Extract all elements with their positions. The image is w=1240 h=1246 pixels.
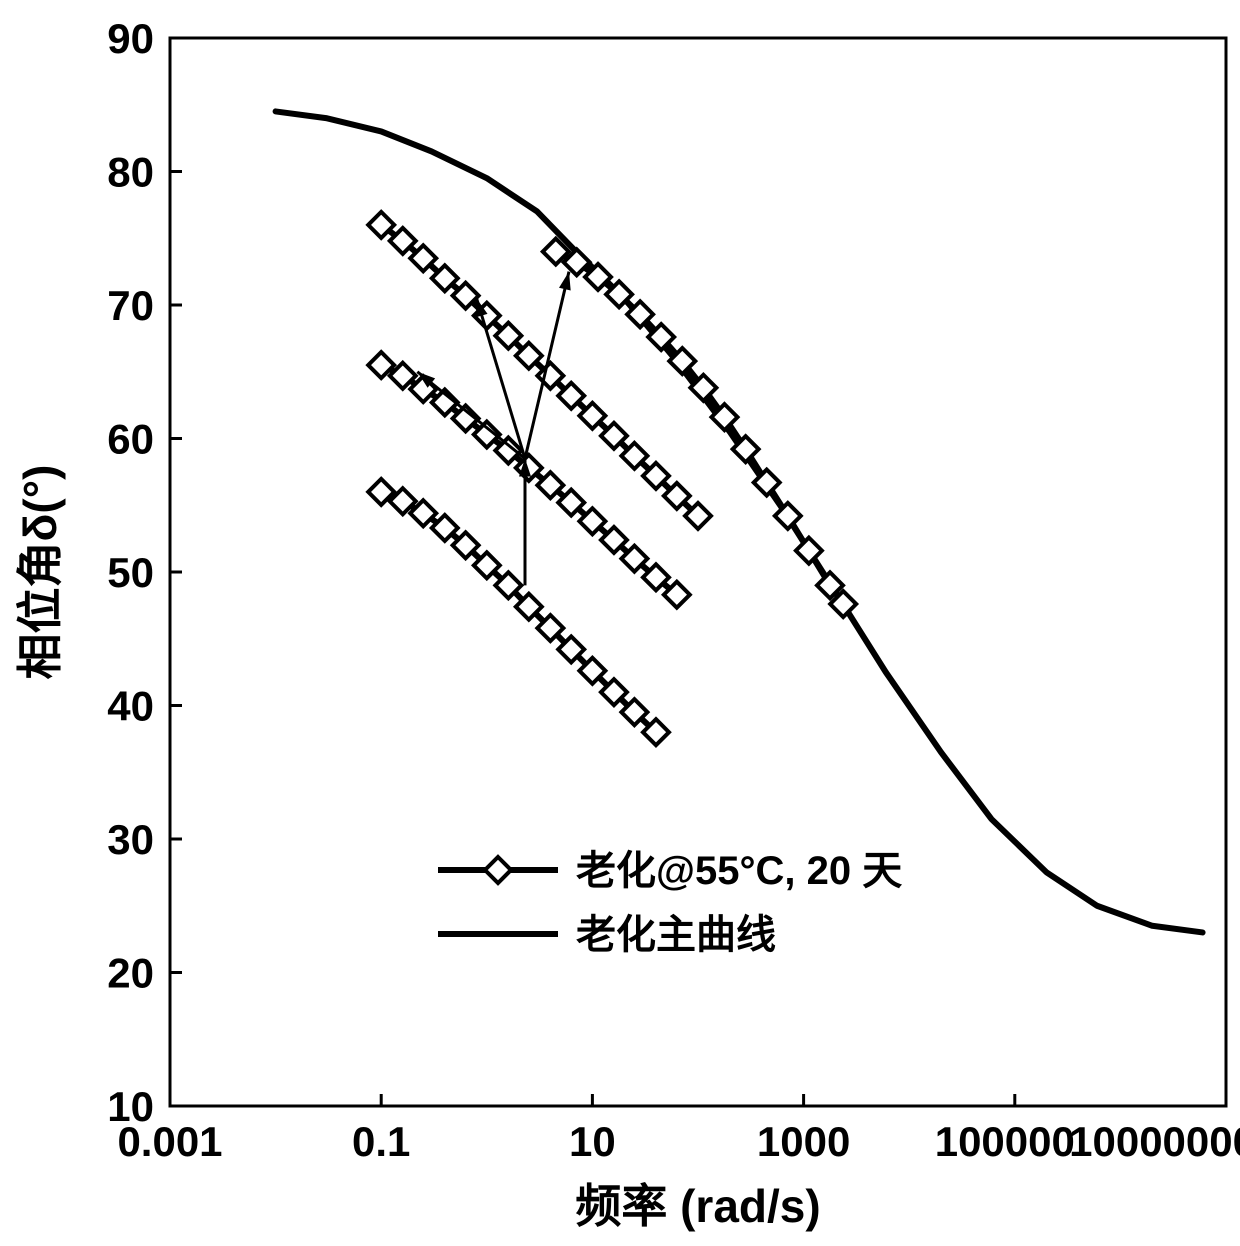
y-tick-label: 70 [107, 282, 154, 329]
y-tick-label: 40 [107, 683, 154, 730]
y-tick-label: 90 [107, 15, 154, 62]
y-tick-label: 20 [107, 950, 154, 997]
x-tick-label: 10 [569, 1118, 616, 1165]
legend-label: 老化主曲线 [576, 913, 776, 957]
y-tick-label: 30 [107, 816, 154, 863]
x-tick-label: 0.1 [352, 1118, 410, 1165]
y-axis-label: 相位角δ(°) [14, 465, 66, 680]
y-tick-label: 10 [107, 1083, 154, 1130]
x-tick-label: 10000000 [1069, 1118, 1240, 1165]
y-tick-label: 50 [107, 549, 154, 596]
y-tick-label: 80 [107, 149, 154, 196]
x-axis-label: 频率 (rad/s) [575, 1180, 820, 1232]
phase-angle-chart: 0.0010.110100010000010000000102030405060… [0, 0, 1240, 1246]
x-tick-label: 1000 [757, 1118, 850, 1165]
legend-label: 老化@55°C, 20 天 [576, 849, 902, 893]
y-tick-label: 60 [107, 416, 154, 463]
x-tick-label: 100000 [935, 1118, 1075, 1165]
